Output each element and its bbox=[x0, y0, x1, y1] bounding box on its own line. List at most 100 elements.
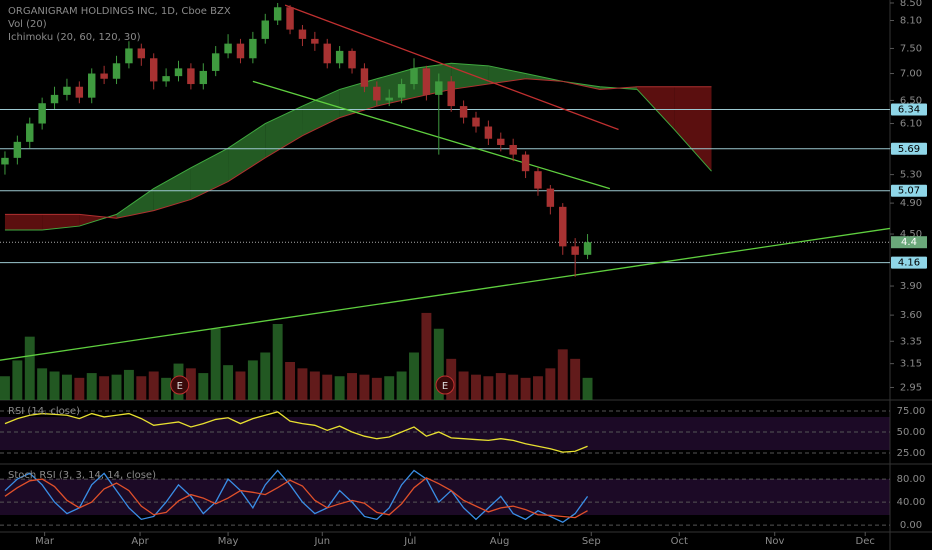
level-label: 4.16 bbox=[898, 258, 920, 269]
last-price-label: 4.4 bbox=[901, 237, 917, 248]
y-tick-label: 6.10 bbox=[900, 119, 922, 130]
volume-bar bbox=[384, 376, 395, 400]
candle-body bbox=[1, 157, 9, 165]
candle-body bbox=[447, 81, 455, 107]
candle-body bbox=[88, 73, 96, 98]
level-label: 6.34 bbox=[898, 105, 920, 116]
volume-title: Vol (20) bbox=[8, 19, 47, 30]
y-tick-label: 4.90 bbox=[900, 198, 922, 209]
candle-body bbox=[360, 68, 369, 87]
candle-body bbox=[583, 242, 592, 255]
candle-body bbox=[397, 84, 406, 98]
volume-bar bbox=[533, 376, 543, 400]
candle-body bbox=[199, 70, 208, 85]
y-tick-label: 3.15 bbox=[900, 359, 922, 370]
ichimoku-title: Ichimoku (20, 60, 120, 30) bbox=[8, 32, 141, 43]
cloud-segment bbox=[190, 148, 229, 200]
candle-body bbox=[385, 97, 393, 101]
candle-body bbox=[100, 73, 108, 79]
cloud-segment bbox=[674, 86, 712, 172]
volume-bar bbox=[74, 377, 85, 400]
candle-body bbox=[435, 81, 443, 95]
stoch-line bbox=[4, 469, 589, 523]
cloud-segment bbox=[4, 214, 43, 231]
y-tick-label: 50.00 bbox=[897, 427, 926, 438]
candle-body bbox=[125, 48, 133, 64]
candle-body bbox=[323, 43, 331, 64]
candle-body bbox=[75, 86, 84, 98]
x-tick-label: Apr bbox=[131, 536, 149, 547]
cloud-segment bbox=[302, 89, 340, 136]
volume-bar bbox=[99, 376, 110, 400]
level-tag bbox=[891, 256, 927, 269]
cloud-segment bbox=[451, 63, 489, 90]
candle-body bbox=[559, 206, 567, 247]
y-tick-label: 3.60 bbox=[900, 310, 922, 321]
earnings-marker bbox=[170, 375, 190, 395]
candle-body bbox=[137, 48, 146, 59]
x-tick-label: Nov bbox=[765, 536, 785, 547]
candle-body bbox=[13, 141, 22, 158]
level-tag bbox=[891, 103, 927, 116]
cloud-segment bbox=[116, 188, 154, 219]
cloud-segment bbox=[339, 78, 377, 118]
candle-body bbox=[348, 50, 356, 69]
last-price-tag bbox=[891, 236, 927, 249]
trendline bbox=[0, 227, 891, 361]
volume-bar bbox=[334, 376, 345, 400]
volume-bar bbox=[161, 377, 172, 400]
volume-bar bbox=[86, 373, 97, 400]
y-tick-label: 5.30 bbox=[900, 170, 922, 181]
volume-bar bbox=[136, 376, 147, 400]
volume-bar bbox=[347, 373, 357, 400]
cloud-segment bbox=[42, 214, 80, 231]
candle-body bbox=[50, 94, 59, 104]
candle-body bbox=[472, 117, 480, 127]
candle-body bbox=[410, 68, 418, 85]
y-tick-label: 2.95 bbox=[900, 382, 922, 393]
y-tick-label: 8.50 bbox=[900, 0, 922, 9]
x-tick-label: Jul bbox=[403, 536, 416, 547]
candle-body bbox=[149, 58, 158, 82]
volume-bar bbox=[545, 368, 556, 400]
volume-bar bbox=[235, 371, 246, 400]
y-tick-label: 75.00 bbox=[897, 406, 926, 417]
candle-body bbox=[224, 43, 232, 54]
volume-bar bbox=[396, 371, 407, 400]
candle-body bbox=[534, 171, 542, 189]
candle-body bbox=[236, 43, 245, 59]
volume-bar bbox=[0, 376, 10, 400]
volume-bar bbox=[247, 360, 258, 400]
stoch-line bbox=[4, 477, 588, 519]
x-tick-label: Aug bbox=[490, 536, 510, 547]
volume-bar bbox=[37, 368, 48, 400]
volume-bar bbox=[557, 349, 568, 400]
volume-bar bbox=[409, 352, 419, 400]
candle-body bbox=[484, 126, 493, 139]
chart-title: ORGANIGRAM HOLDINGS INC, 1D, Cboe BZX bbox=[8, 6, 231, 17]
volume-bar bbox=[210, 328, 221, 400]
rsi-line bbox=[4, 411, 588, 453]
cloud-segment bbox=[153, 167, 191, 211]
volume-bar bbox=[24, 336, 35, 400]
candle-body bbox=[211, 53, 220, 71]
candle-body bbox=[261, 20, 269, 39]
y-tick-label: 3.35 bbox=[900, 336, 922, 347]
volume-bar bbox=[508, 374, 519, 400]
candle-body bbox=[162, 76, 170, 82]
volume-bar bbox=[433, 328, 444, 400]
volume-bar bbox=[123, 369, 134, 400]
y-tick-label: 80.00 bbox=[897, 474, 926, 485]
y-tick-label: 25.00 bbox=[897, 448, 926, 459]
rsi-title: RSI (14, close) bbox=[8, 406, 80, 417]
earnings-label: E bbox=[177, 381, 183, 392]
x-tick-label: Mar bbox=[35, 536, 55, 547]
y-tick-label: 3.90 bbox=[900, 281, 922, 292]
volume-bar bbox=[260, 352, 271, 400]
x-tick-label: Oct bbox=[671, 536, 688, 547]
trendline bbox=[284, 4, 619, 131]
candle-body bbox=[521, 154, 530, 172]
